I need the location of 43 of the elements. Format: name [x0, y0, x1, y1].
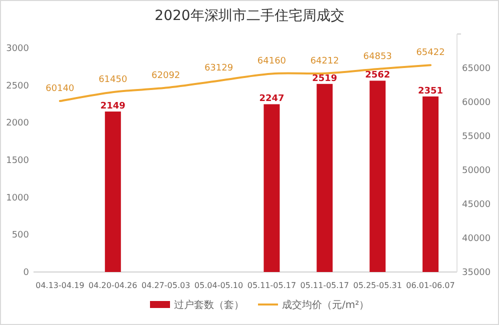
legend-label: 过户套数（套）	[174, 299, 244, 311]
y2-tick-label: 55000	[462, 132, 491, 142]
y-tick-label: 500	[12, 230, 30, 241]
data-label: 62092	[152, 70, 180, 81]
bar	[422, 96, 439, 272]
y2-tick-label: 40000	[462, 234, 491, 244]
data-label: 2149	[100, 102, 126, 112]
chart-title: 2020年深圳市二手住宅周成交	[154, 8, 344, 24]
x-tick-label: 05.25-05.31	[353, 281, 402, 290]
data-label: 60140	[46, 84, 75, 94]
data-label: 2562	[365, 70, 390, 81]
data-label: 64853	[363, 52, 392, 62]
y-tick-label: 2000	[6, 118, 30, 129]
x-tick-label: 05.11-05.17	[300, 281, 350, 290]
y-tick-label: 2500	[6, 81, 30, 92]
y-tick-label: 1500	[6, 156, 30, 166]
y-tick-label: 1000	[6, 193, 30, 204]
x-tick-label: 04.13-04.19	[36, 281, 84, 290]
data-label: 63129	[204, 64, 234, 74]
y2-tick-label: 35000	[462, 268, 491, 278]
y2-tick-label: 45000	[462, 200, 491, 210]
y2-tick-label: 60000	[462, 98, 491, 108]
legend-label: 成交均价（元/m²）	[282, 299, 370, 311]
y2-tick-label: 50000	[462, 166, 491, 176]
data-label: 2519	[312, 74, 338, 84]
data-label: 61450	[98, 75, 128, 86]
x-tick-label: 04.20-04.26	[88, 281, 138, 290]
bar	[264, 104, 280, 272]
data-label: 2351	[418, 86, 444, 96]
y-tick-label: 3000	[6, 44, 30, 54]
bar	[370, 80, 386, 272]
bar	[104, 112, 121, 272]
data-label: 64212	[310, 56, 339, 66]
x-tick-label: 05.11-05.17	[247, 281, 296, 290]
x-tick-label: 05.04-05.10	[194, 281, 244, 290]
y2-tick-label: 65000	[462, 64, 491, 74]
y-tick-label: 0	[23, 268, 30, 278]
data-label: 65422	[416, 48, 445, 58]
bar	[316, 84, 333, 272]
data-label: 2247	[259, 94, 284, 104]
x-tick-label: 04.27-05.03	[141, 281, 190, 290]
data-label: 64160	[257, 56, 286, 67]
x-tick-label: 06.01-06.07	[406, 281, 455, 290]
